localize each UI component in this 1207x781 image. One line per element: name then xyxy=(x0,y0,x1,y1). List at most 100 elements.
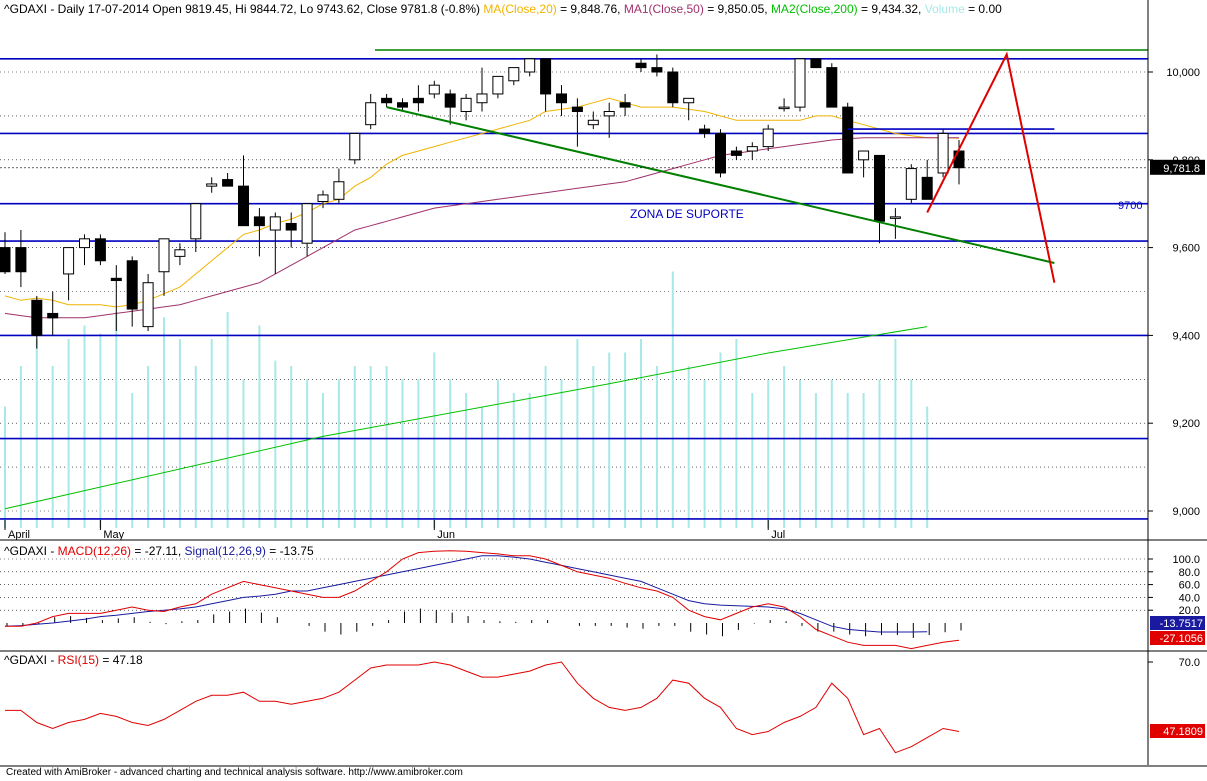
projection-line xyxy=(926,51,1056,283)
candle-body xyxy=(953,150,965,169)
macd-tick-label: 100.0 xyxy=(1172,554,1200,566)
candle-body xyxy=(571,106,583,113)
volume-bar xyxy=(671,271,674,528)
candle-body xyxy=(253,216,265,227)
candle-body xyxy=(285,222,297,231)
volume-bar xyxy=(481,406,483,528)
candle-body xyxy=(79,238,90,249)
macd-header: ^GDAXI - MACD(12,26) = -27.11, Signal(12… xyxy=(4,544,314,558)
candle-body xyxy=(206,183,218,187)
price-tick-label: 10,000 xyxy=(1166,67,1200,79)
support-levels: ZONA DE SUPORTE 9700 xyxy=(0,49,1148,520)
candle-body xyxy=(412,97,424,104)
month-label: May xyxy=(103,529,124,541)
volume-bar xyxy=(194,366,197,528)
rsi-header-label: RSI(15) xyxy=(58,653,99,667)
header-period: Daily xyxy=(58,2,85,16)
header-volume-label: Volume xyxy=(925,2,965,16)
month-label: April xyxy=(8,529,30,541)
candle-body xyxy=(94,238,106,262)
candle-body xyxy=(333,181,345,200)
volume-bar xyxy=(449,379,452,528)
ma50-line xyxy=(4,137,959,319)
volume-bar xyxy=(926,406,929,528)
macd-tick-label: 20.0 xyxy=(1179,605,1200,617)
volume-bar xyxy=(274,360,277,528)
header-ma200-label: MA2(Close,200) xyxy=(771,2,858,16)
signal-line xyxy=(4,555,928,633)
candle-body xyxy=(381,97,393,104)
candle-body xyxy=(905,168,917,200)
volume-bar xyxy=(735,339,738,528)
candle-body xyxy=(110,277,122,282)
candle-body xyxy=(699,128,711,134)
macd-header-symbol: ^GDAXI xyxy=(4,544,47,558)
volume-bar xyxy=(830,379,833,528)
candle-body xyxy=(635,62,647,69)
rsi-header-symbol: ^GDAXI xyxy=(4,653,47,667)
candle-body xyxy=(683,97,695,104)
volume-bar xyxy=(512,393,515,528)
candle-body xyxy=(508,67,520,82)
candle-body xyxy=(778,106,790,110)
candle-body xyxy=(556,93,567,104)
header-open: Open 9819.45, xyxy=(152,2,231,16)
volume-bar xyxy=(163,317,165,528)
header-close: Close 9781.8 (-0.8%) xyxy=(367,2,480,16)
volume-bar xyxy=(242,379,245,528)
rsi-tick-label: 70.0 xyxy=(1179,657,1200,669)
volume-bar xyxy=(369,366,372,528)
volume-bar xyxy=(560,379,563,528)
candle-body xyxy=(31,299,43,336)
volume-bar xyxy=(544,366,547,528)
candle-body xyxy=(921,176,933,200)
volume-bar xyxy=(385,366,388,528)
rsi-pane: 70.0 47.1809 xyxy=(5,657,1205,754)
candle-body xyxy=(762,128,774,148)
candle-body xyxy=(603,111,615,117)
volume-bar xyxy=(258,325,261,528)
candle-body xyxy=(142,282,154,328)
candle-body xyxy=(0,247,11,273)
volume-bar xyxy=(4,406,6,528)
candle-body xyxy=(63,247,75,275)
macd-header-macd-label: MACD(12,26) xyxy=(58,544,131,558)
candle-body xyxy=(874,154,885,222)
month-label: Jun xyxy=(437,529,455,541)
trendlines xyxy=(0,51,1148,283)
candle-body xyxy=(715,132,726,174)
candle-body xyxy=(460,97,472,113)
candle-body xyxy=(746,146,758,152)
header-date: 17-07-2014 xyxy=(88,2,150,16)
header-ma50-value: = 9,850.05, xyxy=(707,2,767,16)
volume-bar xyxy=(99,333,102,528)
macd-tick-label: 60.0 xyxy=(1179,580,1200,592)
candle-body xyxy=(349,132,361,161)
volume-bar xyxy=(496,379,499,528)
candle-body xyxy=(858,150,870,161)
volume-bar xyxy=(178,339,181,528)
rsi-line xyxy=(5,661,960,754)
volume-bar xyxy=(814,393,817,528)
last-close-tag-label: 9,781.8 xyxy=(1163,163,1200,175)
header-ma50-label: MA1(Close,50) xyxy=(624,2,704,16)
month-label: Jul xyxy=(771,529,785,541)
candle-body xyxy=(476,93,488,104)
candle-body xyxy=(126,260,138,310)
volume-bar xyxy=(862,393,865,528)
candle-body xyxy=(492,75,504,95)
volume-bar xyxy=(322,393,324,528)
volume-bar xyxy=(687,366,690,528)
volume-bar xyxy=(337,379,340,528)
volume-bar xyxy=(703,379,706,528)
price-tick-label: 9,000 xyxy=(1172,506,1200,518)
macd-tick-label: 80.0 xyxy=(1179,567,1200,579)
candle-body xyxy=(842,106,854,174)
volume-bar xyxy=(226,312,229,528)
macd-header-macd-value: = -27.11, xyxy=(134,544,181,558)
header-symbol: ^GDAXI xyxy=(4,2,47,16)
candle-body xyxy=(158,238,170,273)
volume-bar xyxy=(655,366,658,528)
header-lo: Lo 9743.62, xyxy=(300,2,363,16)
